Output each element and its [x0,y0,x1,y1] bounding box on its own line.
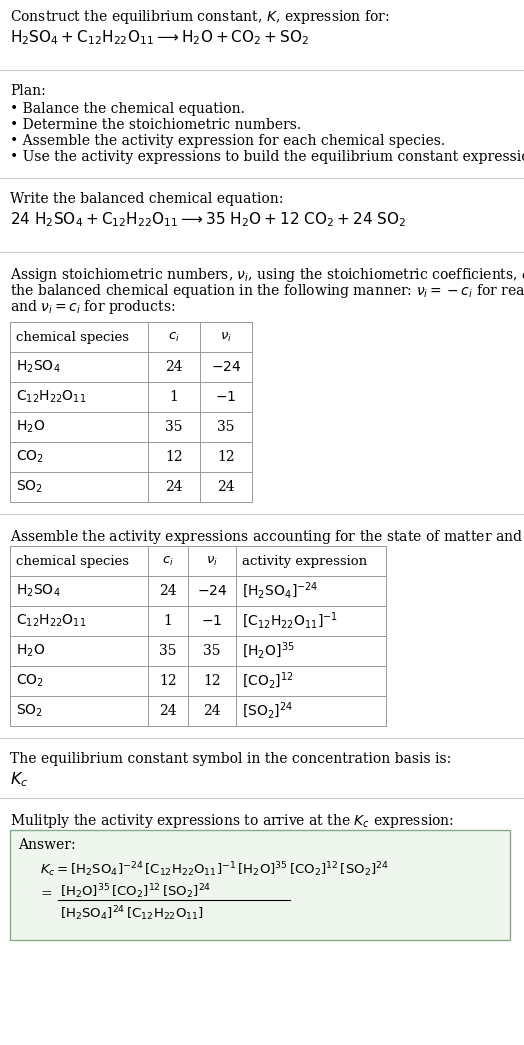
Text: $[\mathrm{H_2SO_4}]^{-24}$: $[\mathrm{H_2SO_4}]^{-24}$ [242,581,319,601]
Text: 24: 24 [165,359,183,374]
Text: • Balance the chemical equation.: • Balance the chemical equation. [10,102,245,116]
Text: $\mathrm{H_2O}$: $\mathrm{H_2O}$ [16,419,45,435]
Text: 12: 12 [203,674,221,688]
Text: activity expression: activity expression [242,555,367,567]
Text: Mulitply the activity expressions to arrive at the $K_c$ expression:: Mulitply the activity expressions to arr… [10,812,454,830]
Text: $[\mathrm{CO_2}]^{12}$: $[\mathrm{CO_2}]^{12}$ [242,671,293,691]
Text: the balanced chemical equation in the following manner: $\nu_i = -c_i$ for react: the balanced chemical equation in the fo… [10,282,524,300]
Text: Assign stoichiometric numbers, $\nu_i$, using the stoichiometric coefficients, $: Assign stoichiometric numbers, $\nu_i$, … [10,266,524,284]
Text: $[\mathrm{SO_2}]^{24}$: $[\mathrm{SO_2}]^{24}$ [242,701,293,721]
Text: Write the balanced chemical equation:: Write the balanced chemical equation: [10,192,283,206]
Text: $\mathrm{SO_2}$: $\mathrm{SO_2}$ [16,479,43,495]
Text: chemical species: chemical species [16,330,129,344]
Text: $\mathrm{24\ H_2SO_4 + C_{12}H_{22}O_{11} \longrightarrow 35\ H_2O + 12\ CO_2 + : $\mathrm{24\ H_2SO_4 + C_{12}H_{22}O_{11… [10,210,407,229]
Text: 1: 1 [170,390,179,404]
Text: 12: 12 [159,674,177,688]
Text: $\mathrm{CO_2}$: $\mathrm{CO_2}$ [16,448,44,465]
Text: $-24$: $-24$ [211,359,241,374]
Text: chemical species: chemical species [16,555,129,567]
Text: • Assemble the activity expression for each chemical species.: • Assemble the activity expression for e… [10,134,445,148]
Text: $\mathrm{C_{12}H_{22}O_{11}}$: $\mathrm{C_{12}H_{22}O_{11}}$ [16,612,86,629]
Text: 12: 12 [217,450,235,464]
Text: 35: 35 [217,420,235,434]
Text: Assemble the activity expressions accounting for the state of matter and $\nu_i$: Assemble the activity expressions accoun… [10,528,524,545]
Text: 24: 24 [159,584,177,598]
Text: $\mathrm{C_{12}H_{22}O_{11}}$: $\mathrm{C_{12}H_{22}O_{11}}$ [16,389,86,405]
Text: $\mathrm{CO_2}$: $\mathrm{CO_2}$ [16,673,44,690]
Text: $K_c = [\mathrm{H_2SO_4}]^{-24}\, [\mathrm{C_{12}H_{22}O_{11}}]^{-1}\, [\mathrm{: $K_c = [\mathrm{H_2SO_4}]^{-24}\, [\math… [40,860,389,879]
Text: 24: 24 [159,704,177,718]
Text: $-24$: $-24$ [197,584,227,598]
Text: $\nu_i$: $\nu_i$ [220,330,232,344]
Text: $c_i$: $c_i$ [168,330,180,344]
Text: =: = [40,887,52,901]
Text: 35: 35 [159,644,177,658]
Text: $\mathrm{H_2SO_4}$: $\mathrm{H_2SO_4}$ [16,583,61,599]
Text: 1: 1 [163,614,172,628]
Text: $c_i$: $c_i$ [162,555,174,567]
Text: $[\mathrm{H_2O}]^{35}$: $[\mathrm{H_2O}]^{35}$ [242,641,294,661]
Text: 24: 24 [165,480,183,494]
Text: and $\nu_i = c_i$ for products:: and $\nu_i = c_i$ for products: [10,298,176,316]
Text: 35: 35 [165,420,183,434]
Text: $[\mathrm{H_2SO_4}]^{24}\, [\mathrm{C_{12}H_{22}O_{11}}]$: $[\mathrm{H_2SO_4}]^{24}\, [\mathrm{C_{1… [60,904,204,923]
Text: $-1$: $-1$ [215,390,237,404]
FancyBboxPatch shape [10,830,510,940]
Text: $[\mathrm{H_2O}]^{35}\, [\mathrm{CO_2}]^{12}\, [\mathrm{SO_2}]^{24}$: $[\mathrm{H_2O}]^{35}\, [\mathrm{CO_2}]^… [60,882,211,901]
Text: 24: 24 [217,480,235,494]
Text: $-1$: $-1$ [201,614,223,628]
Text: The equilibrium constant symbol in the concentration basis is:: The equilibrium constant symbol in the c… [10,752,451,766]
Text: $\mathrm{H_2SO_4 + C_{12}H_{22}O_{11} \longrightarrow H_2O + CO_2 + SO_2}$: $\mathrm{H_2SO_4 + C_{12}H_{22}O_{11} \l… [10,28,309,47]
Text: Construct the equilibrium constant, $K$, expression for:: Construct the equilibrium constant, $K$,… [10,8,390,26]
Text: 35: 35 [203,644,221,658]
Text: $\nu_i$: $\nu_i$ [206,555,218,567]
Text: $\mathrm{H_2SO_4}$: $\mathrm{H_2SO_4}$ [16,358,61,375]
Text: $[\mathrm{C_{12}H_{22}O_{11}}]^{-1}$: $[\mathrm{C_{12}H_{22}O_{11}}]^{-1}$ [242,610,338,631]
Text: $\mathrm{SO_2}$: $\mathrm{SO_2}$ [16,703,43,719]
Text: • Use the activity expressions to build the equilibrium constant expression.: • Use the activity expressions to build … [10,150,524,164]
Text: 24: 24 [203,704,221,718]
Text: $\mathrm{H_2O}$: $\mathrm{H_2O}$ [16,643,45,659]
Text: Plan:: Plan: [10,84,46,98]
Text: $K_c$: $K_c$ [10,770,28,789]
Text: 12: 12 [165,450,183,464]
Text: Answer:: Answer: [18,838,75,852]
Text: • Determine the stoichiometric numbers.: • Determine the stoichiometric numbers. [10,118,301,132]
